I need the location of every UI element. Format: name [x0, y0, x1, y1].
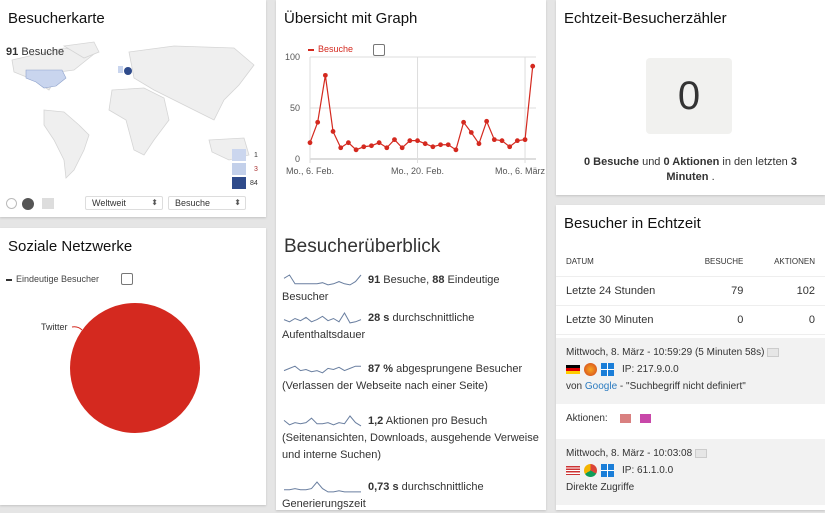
table-row: Letzte 24 Stunden 79 102 — [556, 276, 825, 306]
sparkline[interactable] — [282, 311, 362, 325]
visitor-profile-icon[interactable] — [694, 448, 707, 458]
chrome-icon — [584, 463, 597, 477]
widget-realtime-counter: Echtzeit-Besucherzähler 0 0 Besuche und … — [556, 0, 825, 195]
data-point — [514, 138, 520, 144]
table-row: Letzte 30 Minuten 0 0 — [556, 305, 825, 335]
flag-usa-icon — [566, 465, 580, 475]
zoom-out-icon[interactable] — [6, 198, 17, 209]
x-tick-label: Mo., 20. Feb. — [391, 166, 444, 176]
line-legend[interactable]: Besuche — [308, 44, 353, 54]
map-country-germany — [124, 67, 132, 75]
sparkline[interactable] — [282, 273, 362, 287]
action-folder-icon[interactable] — [640, 413, 652, 423]
overview-item: 28 s durchschnittliche Aufenthaltsdauer — [282, 311, 475, 341]
data-point — [522, 137, 528, 143]
region-select[interactable]: Weltweit — [85, 196, 163, 210]
pie-label-line — [71, 326, 83, 331]
metric-select[interactable]: Besuche — [168, 196, 246, 210]
y-tick-label: 50 — [290, 103, 300, 113]
map-legend: 1 3 84 — [232, 148, 262, 190]
pie-chart: Twitter — [41, 303, 200, 433]
data-point — [530, 63, 536, 69]
widget-title: Soziale Netzwerke — [8, 238, 133, 255]
windows-icon — [601, 463, 614, 477]
data-point — [330, 129, 336, 134]
counter-summary: 0 Besuche und 0 Aktionen in den letzten … — [583, 156, 797, 183]
map-total: 91 Besuche — [6, 46, 65, 58]
realtime-table: DATUM BESUCHE AKTIONEN Letzte 24 Stunden 79… — [556, 247, 825, 335]
data-point — [392, 137, 397, 143]
data-point — [407, 138, 413, 144]
widget-realtime-visitors: Besucher in Echtzeit DATUM BESUCHE AKTIONE… — [556, 205, 825, 510]
city-icon[interactable] — [42, 198, 54, 209]
data-point — [461, 119, 466, 125]
data-point — [476, 141, 482, 147]
widget-title: Echtzeit-Besucherzähler — [564, 10, 727, 27]
data-point — [384, 145, 390, 151]
data-point — [415, 138, 420, 144]
pie-label: Twitter — [41, 322, 68, 332]
widget-social-networks: Soziale Netzwerke Eindeutige Besucher Tw… — [0, 228, 266, 505]
data-point — [315, 119, 321, 125]
windows-icon — [601, 362, 614, 376]
data-point — [499, 138, 505, 144]
counter-value: 0 — [646, 58, 732, 134]
action-folder-icon[interactable] — [620, 413, 632, 423]
referrer-link[interactable]: Google — [584, 381, 618, 392]
overview-item: 91 Besuche, 88 Eindeutige Besucher — [282, 273, 500, 303]
globe-icon[interactable] — [22, 198, 34, 210]
data-point — [453, 147, 459, 153]
widget-title: Übersicht mit Graph — [284, 10, 418, 27]
overview-title: Besucherüberblick — [284, 236, 441, 257]
data-point — [468, 130, 474, 135]
data-point — [445, 142, 451, 148]
widget-title: Besucher in Echtzeit — [564, 215, 701, 232]
y-tick-label: 0 — [295, 154, 300, 164]
y-tick-label: 100 — [285, 52, 300, 62]
map-country-uk — [118, 66, 123, 73]
data-point — [369, 143, 374, 149]
data-point — [361, 144, 367, 150]
visit-time: Mittwoch, 8. März - 10:03:08 — [566, 448, 693, 459]
data-point — [484, 118, 490, 124]
data-point — [338, 145, 344, 151]
widget-title: Besucherkarte — [8, 10, 105, 27]
data-point — [322, 72, 328, 78]
data-point — [399, 145, 405, 151]
data-point — [422, 141, 428, 147]
widget-graph-overview: Übersicht mit Graph Besuche 0 50 100 Mo., 6… — [276, 0, 546, 510]
flag-germany-icon — [566, 364, 580, 374]
x-tick-label: Mo., 6. März — [495, 166, 546, 176]
data-point — [346, 140, 351, 146]
firefox-icon — [584, 362, 597, 376]
pie-slice-twitter — [70, 303, 200, 433]
map-country-usa — [25, 69, 67, 89]
data-point — [376, 140, 382, 146]
data-point — [430, 144, 436, 150]
visit-entry[interactable]: Mittwoch, 8. März - 10:03:08 IP: 61.1.0.… — [556, 439, 825, 505]
data-point — [507, 144, 513, 150]
visitor-profile-icon[interactable] — [767, 347, 780, 357]
chart-type-icon[interactable] — [373, 44, 385, 56]
data-point — [438, 142, 443, 148]
overview-item: 1,2 Aktionen pro Besuch (Seitenansichten,… — [282, 414, 539, 461]
visit-time: Mittwoch, 8. März - 10:59:29 (5 Minuten … — [566, 347, 765, 358]
table-header: DATUM BESUCHE AKTIONEN — [556, 247, 825, 277]
sparkline[interactable] — [282, 414, 362, 428]
data-point — [307, 140, 313, 146]
world-map[interactable] — [4, 40, 262, 190]
pie-legend: Eindeutige Besucher — [6, 274, 99, 284]
overview-item: 87 % abgesprungene Besucher (Verlassen de… — [282, 362, 523, 392]
data-point — [491, 137, 497, 143]
line-chart[interactable]: 0 50 100 Mo., 6. Feb. Mo., 20. Feb. Mo., 6. M… — [276, 0, 546, 190]
chart-type-icon[interactable] — [121, 273, 133, 285]
sparkline[interactable] — [282, 480, 362, 494]
widget-visitor-map: Besucherkarte 91 Besuche 1 3 84 Weltweit… — [0, 0, 266, 217]
visit-entry[interactable]: Mittwoch, 8. März - 10:59:29 (5 Minuten … — [556, 338, 825, 404]
x-tick-label: Mo., 6. Feb. — [286, 166, 334, 176]
data-point — [353, 147, 359, 153]
overview-item: 0,73 s durchschnittliche Generierungszeit — [282, 480, 484, 510]
sparkline[interactable] — [282, 362, 362, 376]
visit-actions: Aktionen: — [566, 413, 652, 424]
